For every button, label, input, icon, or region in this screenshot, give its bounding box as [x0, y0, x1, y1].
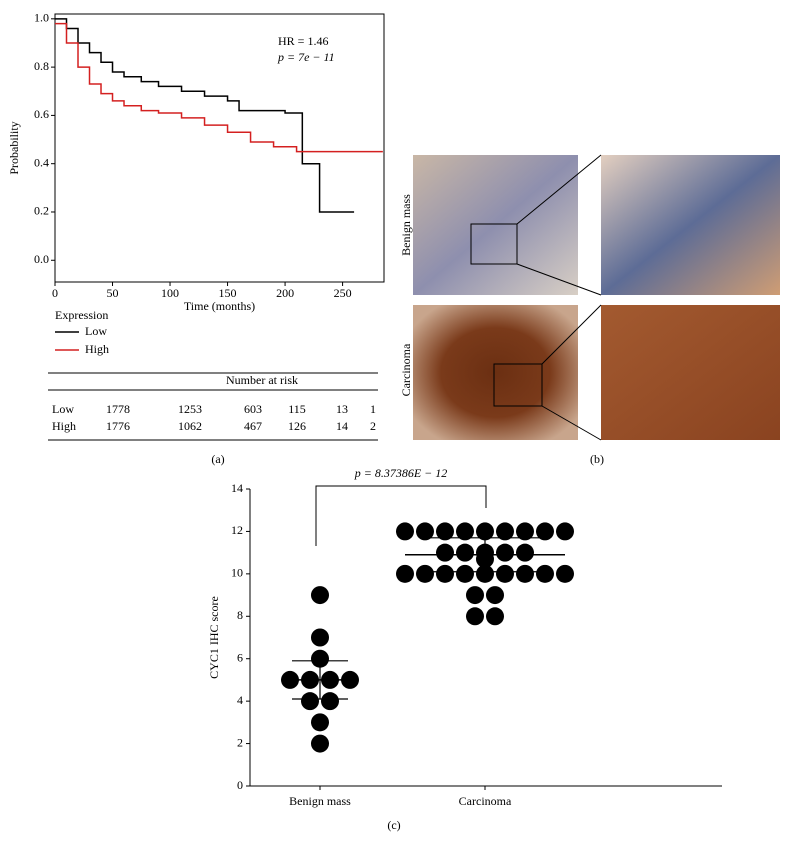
legend-label: Low [85, 324, 107, 338]
plot-frame [54, 13, 385, 283]
data-point [436, 564, 454, 583]
data-point [516, 543, 534, 562]
data-point [456, 522, 474, 541]
x-axis-label: Time (months) [184, 299, 255, 313]
y-axis-label: Probability [7, 121, 21, 174]
data-point [436, 543, 454, 562]
data-point [486, 586, 504, 605]
x-tick-label: Benign mass [289, 794, 351, 808]
table-cell: 14 [336, 419, 348, 433]
data-point [311, 586, 329, 605]
table-row-label: Low [52, 402, 74, 416]
data-point [536, 522, 554, 541]
y-tick-label: 0.8 [34, 59, 49, 73]
y-tick-label: 0 [237, 778, 243, 792]
x-tick-label: Carcinoma [459, 794, 512, 808]
y-tick-label: 0.0 [34, 252, 49, 266]
y-tick-label: 0.4 [34, 155, 49, 169]
y-tick-label: 14 [231, 481, 243, 495]
x-tick-label: 50 [107, 286, 119, 300]
x-tick-label: 100 [161, 286, 179, 300]
data-point [456, 543, 474, 562]
table-cell: 126 [288, 419, 306, 433]
data-point [311, 713, 329, 732]
table-row-label: High [52, 419, 76, 433]
y-tick-label: 0.6 [34, 107, 49, 121]
table-cell: 1253 [178, 402, 202, 416]
y-tick-label: 8 [237, 608, 243, 622]
data-point [496, 564, 514, 583]
data-point [556, 522, 574, 541]
data-point [416, 564, 434, 583]
table-cell: 467 [244, 419, 262, 433]
y-tick-label: 12 [231, 523, 243, 537]
survival-curve [55, 22, 383, 153]
table-cell: 1062 [178, 419, 202, 433]
table-cell: 13 [336, 402, 348, 416]
data-point [536, 564, 554, 583]
data-point [516, 522, 534, 541]
y-tick-label: 2 [237, 735, 243, 749]
x-tick-label: 0 [52, 286, 58, 300]
data-point [556, 564, 574, 583]
panel-label: (c) [387, 818, 400, 832]
image-row-label: Carcinoma [399, 343, 413, 396]
data-point [496, 543, 514, 562]
data-point [436, 522, 454, 541]
y-tick-label: 6 [237, 650, 243, 664]
data-point [311, 734, 329, 753]
significance-bracket [315, 485, 487, 546]
data-point [476, 522, 494, 541]
data-point [496, 522, 514, 541]
annotation: p = 8.37386E − 12 [354, 466, 448, 480]
data-point [311, 649, 329, 668]
annotation: HR = 1.46 [278, 34, 328, 48]
data-point [321, 692, 339, 711]
y-axis-label: CYC1 IHC score [207, 596, 221, 679]
data-point [486, 607, 504, 626]
image-row-label: Benign mass [399, 194, 413, 256]
histology-images [413, 154, 780, 441]
data-point [311, 628, 329, 647]
data-point [476, 564, 494, 583]
annotation: p = 7e − 11 [277, 50, 335, 64]
table-cell: 115 [288, 402, 306, 416]
legend-label: High [85, 342, 109, 356]
table-cell: 1776 [106, 419, 130, 433]
data-point [396, 564, 414, 583]
survival-curve [55, 18, 355, 213]
data-point [466, 586, 484, 605]
x-tick-label: 150 [219, 286, 237, 300]
y-tick-label: 0.2 [34, 204, 49, 218]
panel-label: (a) [211, 452, 224, 466]
y-tick-label: 4 [237, 693, 243, 707]
table-cell: 2 [370, 419, 376, 433]
data-point [301, 692, 319, 711]
table-cell: 603 [244, 402, 262, 416]
data-point [416, 522, 434, 541]
table-cell: 1 [370, 402, 376, 416]
y-tick-label: 1.0 [34, 11, 49, 25]
data-point [516, 564, 534, 583]
x-tick-label: 250 [334, 286, 352, 300]
legend-title: Expression [55, 308, 108, 322]
y-tick-label: 10 [231, 566, 243, 580]
panel-label: (b) [590, 452, 604, 466]
table-title: Number at risk [226, 373, 298, 387]
x-tick-label: 200 [276, 286, 294, 300]
table-cell: 1778 [106, 402, 130, 416]
data-point [456, 564, 474, 583]
data-point [396, 522, 414, 541]
data-point [466, 607, 484, 626]
